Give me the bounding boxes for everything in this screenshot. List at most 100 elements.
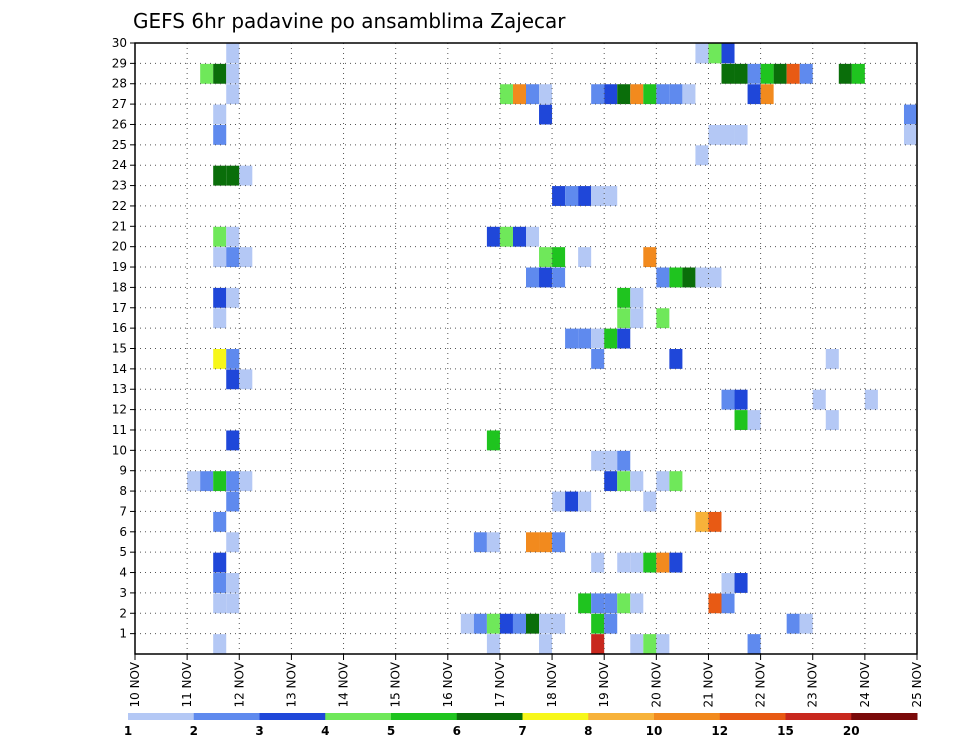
heatmap-cell <box>213 308 227 329</box>
heatmap-cell <box>552 613 566 634</box>
heatmap-cell <box>656 84 670 105</box>
y-tick-label: 6 <box>119 525 127 539</box>
chart-title: GEFS 6hr padavine po ansamblima Zajecar <box>133 9 566 33</box>
y-tick-label: 3 <box>119 586 127 600</box>
heatmap-cell <box>604 186 618 206</box>
heatmap-cell <box>617 552 631 573</box>
heatmap-cell <box>630 308 644 329</box>
x-tick-label: 10 NOV <box>128 661 142 707</box>
x-tick-label: 24 NOV <box>858 661 872 707</box>
heatmap-cell <box>226 430 240 451</box>
heatmap-cell <box>578 328 592 349</box>
y-axis: 1234567891011121314151617181920212223242… <box>112 36 135 641</box>
heatmap-cell <box>851 63 865 84</box>
heatmap-cell <box>643 491 657 512</box>
heatmap-cell <box>213 287 227 308</box>
x-tick-label: 12 NOV <box>232 661 246 707</box>
heatmap-cell <box>239 165 253 186</box>
heatmap-cell <box>200 471 214 492</box>
colorbar-label: 2 <box>190 724 198 738</box>
heatmap-cell <box>643 247 657 268</box>
heatmap-cell <box>734 410 748 430</box>
heatmap-cell <box>669 471 683 492</box>
heatmap-cell <box>213 104 227 125</box>
heatmap-cell <box>591 552 605 573</box>
y-tick-label: 26 <box>112 117 127 131</box>
heatmap-cell <box>591 450 605 471</box>
heatmap-cell <box>903 124 917 145</box>
heatmap-cell <box>213 247 227 268</box>
heatmap-cell <box>213 226 227 247</box>
colorbar-swatch <box>456 713 523 720</box>
heatmap-cell <box>708 43 722 64</box>
heatmap-cell <box>552 247 566 268</box>
heatmap-cell <box>486 613 500 634</box>
heatmap-cell <box>630 84 644 105</box>
heatmap-cell <box>239 247 253 268</box>
heatmap-cell <box>682 84 696 105</box>
x-tick-label: 13 NOV <box>284 661 298 707</box>
heatmap-cell <box>903 104 917 125</box>
y-tick-label: 20 <box>112 240 127 254</box>
heatmap-cell <box>512 226 526 247</box>
colorbar-label: 4 <box>321 724 329 738</box>
heatmap-cell <box>226 349 240 369</box>
heatmap-cell <box>786 63 800 84</box>
colorbar-label: 7 <box>518 724 526 738</box>
heatmap-cell <box>630 552 644 573</box>
heatmap-cell <box>591 593 605 614</box>
y-tick-label: 14 <box>112 362 127 376</box>
heatmap-cell <box>591 186 605 206</box>
heatmap-cell <box>838 63 852 84</box>
y-tick-label: 5 <box>119 545 127 559</box>
heatmap-cell <box>226 369 240 390</box>
x-tick-label: 21 NOV <box>701 661 715 707</box>
y-tick-label: 28 <box>112 77 127 91</box>
heatmap-cell <box>812 389 826 410</box>
heatmap-cell <box>226 165 240 186</box>
heatmap-cell <box>643 552 657 573</box>
heatmap-cell <box>643 84 657 105</box>
x-tick-label: 17 NOV <box>493 661 507 707</box>
colorbar-label: 15 <box>777 724 794 738</box>
heatmap-cell <box>760 63 774 84</box>
heatmap-cell <box>578 247 592 268</box>
heatmap-cell <box>226 226 240 247</box>
heatmap-cell <box>630 634 644 654</box>
heatmap-cell <box>226 247 240 268</box>
y-tick-label: 9 <box>119 464 127 478</box>
grid-lines <box>135 43 917 654</box>
heatmap-cell <box>526 226 540 247</box>
heatmap-cell <box>604 328 618 349</box>
y-tick-label: 23 <box>112 179 127 193</box>
heatmap-cell <box>669 349 683 369</box>
y-tick-label: 11 <box>112 423 127 437</box>
heatmap-cell <box>617 450 631 471</box>
colorbar-swatch <box>785 713 852 720</box>
x-tick-label: 22 NOV <box>754 661 768 707</box>
heatmap-cell <box>747 634 761 654</box>
heatmap-cell <box>656 471 670 492</box>
heatmap-cell <box>486 226 500 247</box>
heatmap-cell <box>721 63 735 84</box>
heatmap-cell <box>460 613 474 634</box>
y-tick-label: 13 <box>112 382 127 396</box>
heatmap-cell <box>187 471 201 492</box>
heatmap-cell <box>226 63 240 84</box>
x-axis: 10 NOV 11 NOV 12 NOV 13 NOV 14 NOV 15 NOV 16 N… <box>128 654 924 708</box>
y-tick-label: 29 <box>112 56 127 70</box>
x-tick-label: 19 NOV <box>597 661 611 707</box>
heatmap-cell <box>539 613 553 634</box>
heatmap-cell <box>239 369 253 390</box>
x-tick-label: 16 NOV <box>441 661 455 707</box>
heatmap-cell <box>578 491 592 512</box>
heatmap-cell <box>539 247 553 268</box>
heatmap-cell <box>591 613 605 634</box>
heatmap-cell <box>721 124 735 145</box>
heatmap-cell <box>747 84 761 105</box>
heatmap-cell <box>591 328 605 349</box>
y-tick-label: 16 <box>112 321 127 335</box>
colorbar-label: 10 <box>646 724 663 738</box>
heatmap-cell <box>226 532 240 553</box>
